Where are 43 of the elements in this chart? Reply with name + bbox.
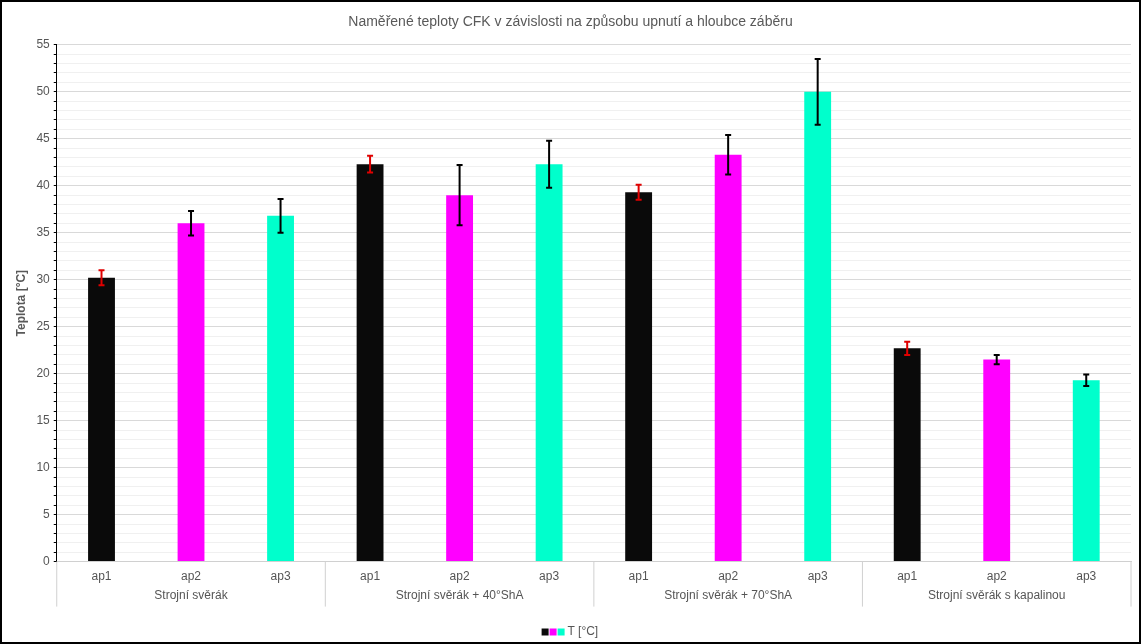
x-tick-label: ap1 [91, 569, 112, 584]
text: Strojní svěrák s kapalinou [928, 587, 1066, 602]
x-tick-label: ap3 [539, 569, 560, 584]
bar [1072, 380, 1100, 562]
legend-label: T [°C] [567, 624, 599, 639]
y-tick-label: 40 [36, 178, 51, 193]
y-tick-label: 15 [36, 412, 51, 427]
bar [714, 154, 742, 562]
text: Strojní svěrák [154, 587, 229, 602]
x-tick-label: ap1 [360, 569, 381, 584]
bar [446, 195, 474, 562]
y-tick-label: 20 [36, 365, 51, 380]
y-tick-label: 5 [43, 506, 51, 521]
bar [267, 215, 294, 562]
x-tick-label: ap3 [270, 569, 291, 584]
bar [356, 164, 384, 562]
bar [804, 91, 832, 562]
x-tick-label: ap2 [449, 569, 470, 584]
y-tick-label: 45 [36, 131, 51, 146]
x-tick-label: ap2 [181, 569, 202, 584]
text: Strojní svěrák + 70°ShA [664, 587, 793, 602]
x-tick-label: ap3 [807, 569, 829, 584]
x-tick-label: ap2 [718, 569, 739, 584]
chart-title: Naměřené teploty CFK v závislosti na způsobu upnutí a hloubce záběru [348, 13, 793, 30]
y-tick-label: 50 [36, 84, 51, 99]
bar [983, 359, 1011, 562]
y-tick-label: 10 [36, 459, 51, 474]
y-tick-label: 55 [36, 37, 51, 52]
bar [535, 164, 563, 562]
bar [893, 348, 921, 562]
y-tick-label: 30 [36, 272, 51, 287]
text: Strojní svěrák + 40°ShA [395, 587, 524, 602]
bar [88, 277, 115, 562]
bar [625, 192, 653, 562]
x-tick-label: ap2 [986, 569, 1008, 584]
x-tick-label: ap1 [897, 569, 918, 584]
y-tick-label: 25 [36, 319, 51, 333]
x-tick-label: ap3 [1076, 569, 1097, 584]
bar [177, 223, 205, 562]
y-tick-label: 0 [43, 553, 51, 568]
y-axis-title: Teplota [°C] [13, 269, 28, 337]
x-tick-label: ap1 [628, 569, 649, 584]
y-tick-label: 35 [36, 225, 51, 240]
